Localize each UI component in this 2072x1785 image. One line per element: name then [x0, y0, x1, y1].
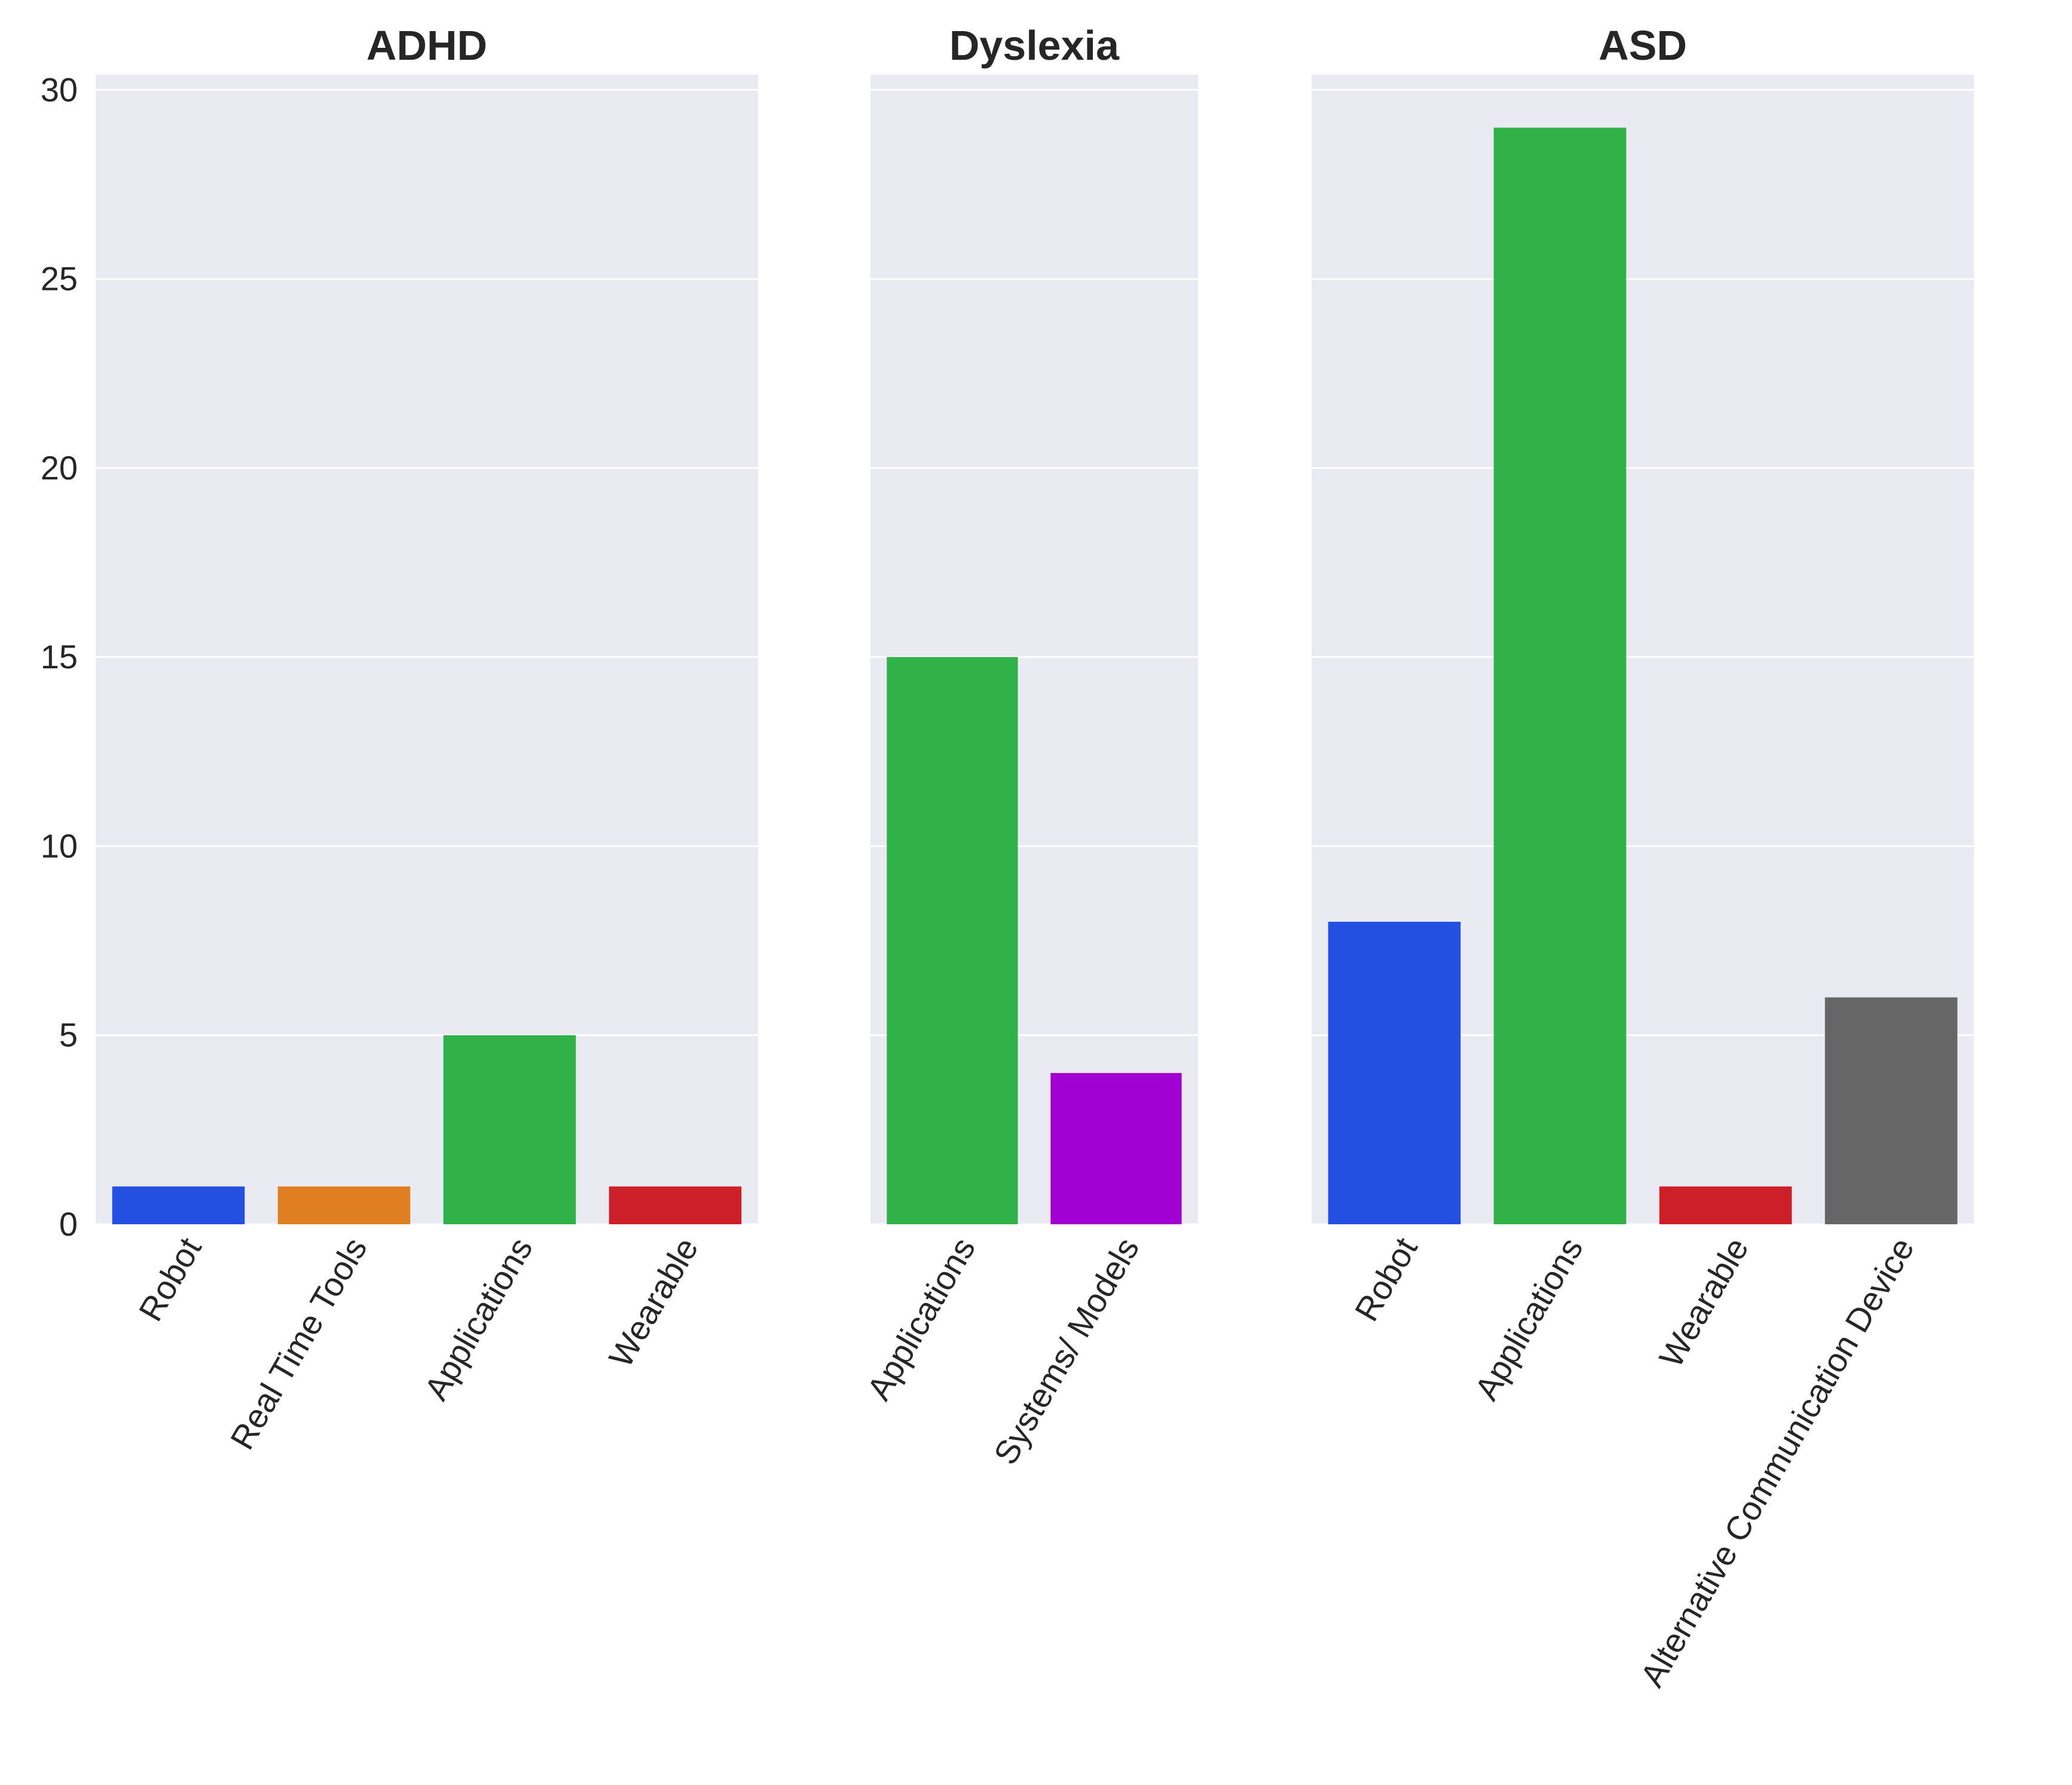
bar-dyslexia-systems-models [1050, 1072, 1182, 1224]
bar-adhd-wearable [609, 1186, 742, 1224]
bar-asd-wearable [1659, 1186, 1792, 1224]
bar-asd-applications [1493, 127, 1627, 1224]
bar-adhd-applications [443, 1035, 576, 1224]
bar-adhd-robot [112, 1186, 245, 1224]
y-tick-label: 0 [59, 1205, 78, 1243]
y-tick-label: 25 [41, 260, 78, 298]
panel-background [96, 75, 758, 1224]
y-tick-label: 20 [41, 449, 78, 487]
bar-adhd-real-time-tools [277, 1186, 411, 1224]
panel-title: ASD [1599, 22, 1687, 69]
y-tick-label: 15 [41, 638, 78, 676]
bar-asd-alternative-communication-device [1825, 997, 1958, 1224]
y-tick-label: 10 [41, 827, 78, 864]
bar-dyslexia-applications [887, 657, 1018, 1224]
y-axis: 0 5 10 15 20 25 30 [41, 71, 78, 1243]
panel-title: ADHD [366, 22, 487, 69]
y-tick-label: 5 [59, 1016, 78, 1054]
bar-asd-robot [1328, 921, 1461, 1224]
y-tick-label: 30 [41, 71, 78, 108]
panel-title: Dyslexia [949, 22, 1120, 69]
